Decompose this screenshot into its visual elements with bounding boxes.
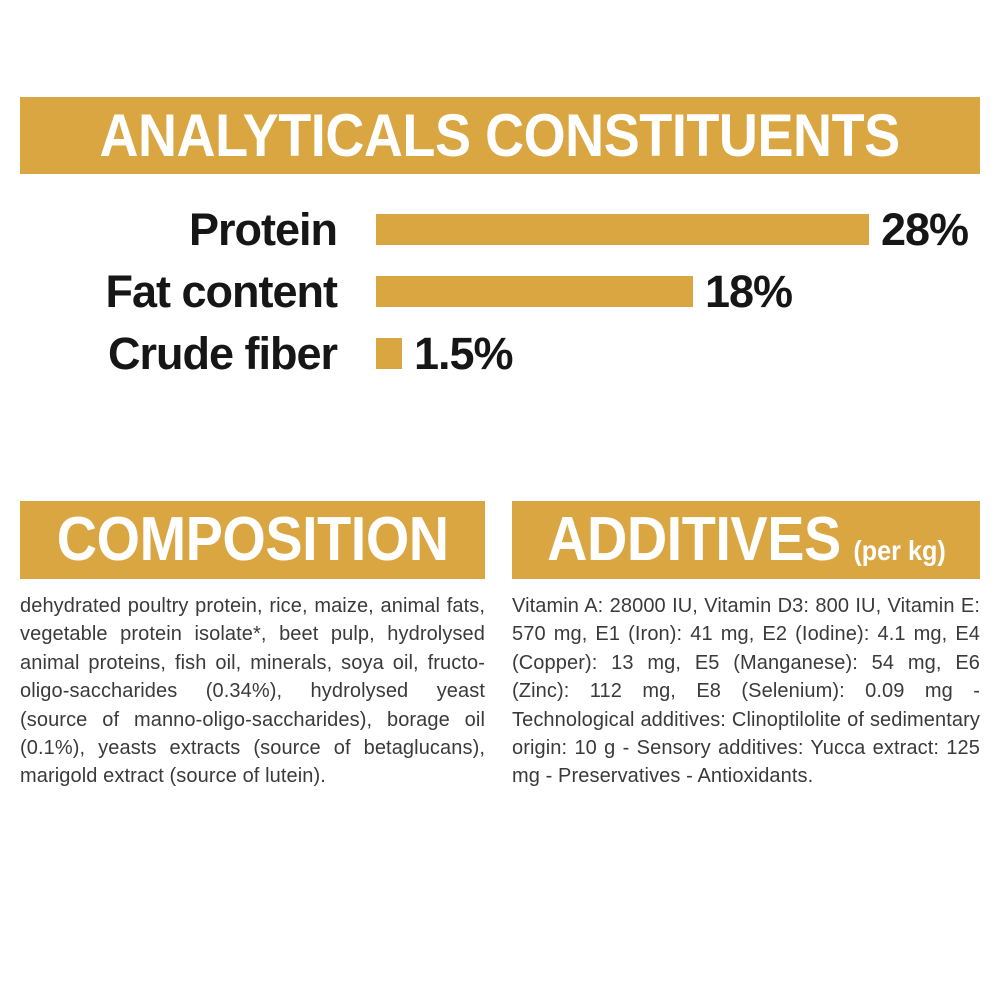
chart-category-label: Protein	[188, 204, 338, 255]
composition-header-inner: COMPOSITION	[57, 509, 449, 571]
chart-bar	[376, 276, 693, 307]
additives-text: Vitamin A: 28000 IU, Vitamin D3: 800 IU,…	[512, 595, 980, 788]
composition-header-banner: COMPOSITION	[20, 501, 485, 579]
composition-section: COMPOSITION dehydrated poultry protein, …	[20, 501, 485, 791]
additives-header-banner: ADDITIVES (per kg)	[512, 501, 980, 579]
chart-row: Protein 28%	[0, 207, 1000, 252]
analyticals-header-inner: ANALYTICALS CONSTITUENTS	[99, 101, 901, 169]
chart-row: Crude fiber 1.5%	[0, 331, 1000, 376]
chart-value-label: 28%	[881, 204, 969, 255]
additives-section: ADDITIVES (per kg) Vitamin A: 28000 IU, …	[512, 501, 980, 791]
chart-bar	[376, 338, 402, 369]
chart-row: Fat content 18%	[0, 269, 1000, 314]
composition-text: dehydrated poultry protein, rice, maize,…	[20, 595, 485, 788]
chart-category-label: Crude fiber	[107, 328, 338, 379]
chart-category-label: Fat content	[105, 266, 339, 317]
analyticals-header-banner: ANALYTICALS CONSTITUENTS	[20, 97, 980, 174]
additives-header-inner: ADDITIVES (per kg)	[547, 509, 946, 571]
chart-value-label: 18%	[705, 266, 793, 317]
additives-unit-label: (per kg)	[852, 535, 946, 566]
composition-title: COMPOSITION	[56, 505, 449, 574]
analytical-constituents-chart: Protein 28% Fat content 18% Crude fiber 1.5%	[0, 207, 1000, 400]
analyticals-title: ANALYTICALS CONSTITUENTS	[99, 101, 901, 169]
chart-value-label: 1.5%	[414, 328, 514, 379]
chart-bar	[376, 214, 869, 245]
additives-title: ADDITIVES	[546, 505, 841, 574]
